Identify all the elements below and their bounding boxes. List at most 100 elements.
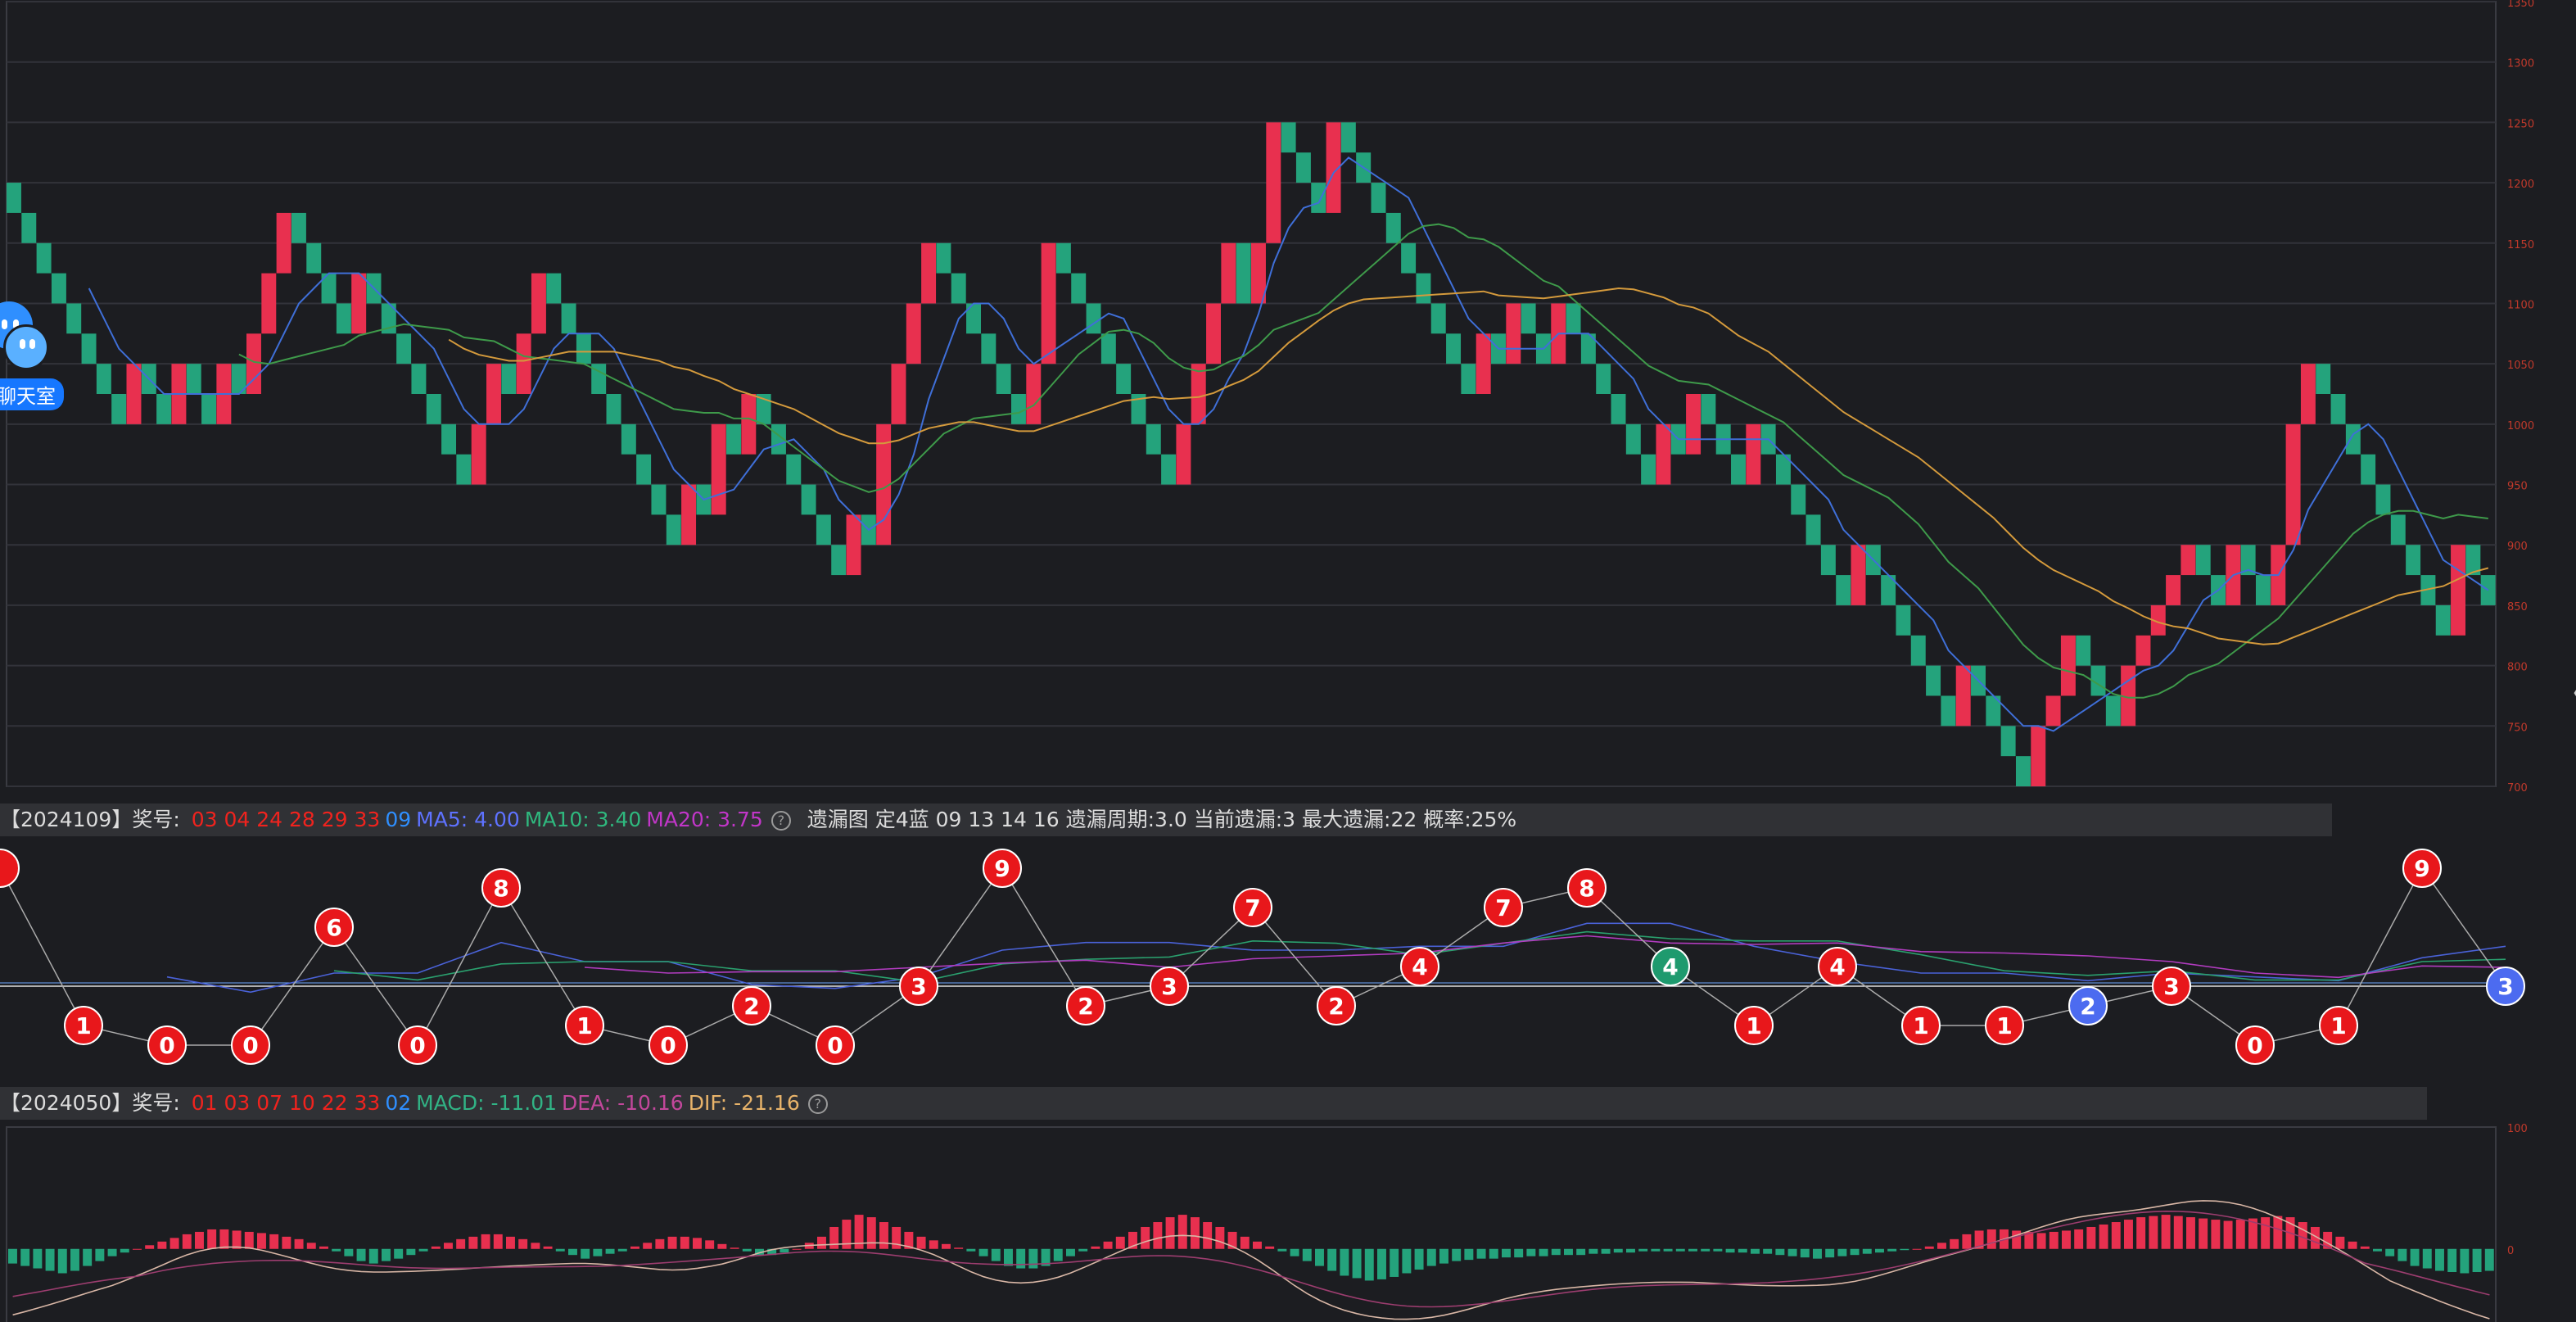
omission-ball-label: 2 xyxy=(1328,993,1344,1020)
renko-brick xyxy=(1580,333,1596,364)
renko-brick xyxy=(1896,604,1911,636)
help-icon[interactable]: ? xyxy=(807,1094,828,1114)
renko-brick xyxy=(2285,423,2301,546)
macd-bar xyxy=(1663,1248,1673,1252)
macd-bar xyxy=(1825,1248,1835,1258)
macd-bar xyxy=(1887,1248,1897,1252)
macd-bar xyxy=(2273,1216,2283,1249)
macd-bar xyxy=(1850,1248,1860,1256)
omission-ball-label: 0 xyxy=(2247,1032,2262,1059)
omission-ball xyxy=(481,868,521,908)
renko-brick xyxy=(1506,303,1521,364)
renko-brick xyxy=(1521,303,1536,334)
help-icon[interactable]: ? xyxy=(771,811,791,831)
macd-bar xyxy=(2385,1248,2395,1256)
macd-bar xyxy=(2472,1248,2482,1273)
macd-bar xyxy=(2447,1248,2457,1273)
macd-bar xyxy=(643,1243,653,1249)
omission-ball-label: 1 xyxy=(2330,1012,2346,1039)
macd-bar xyxy=(1813,1248,1822,1259)
macd-bar xyxy=(879,1222,888,1249)
macd-bar xyxy=(543,1246,553,1249)
macd-bar xyxy=(1364,1248,1374,1281)
omission-ball xyxy=(1818,947,1857,986)
macd-bar xyxy=(1651,1248,1661,1252)
macd-bar xyxy=(1115,1236,1125,1249)
macd-bar xyxy=(1265,1246,1275,1249)
macd-bar xyxy=(1675,1248,1685,1252)
omission-ball xyxy=(565,1006,604,1045)
renko-brick xyxy=(1686,394,1702,455)
macd-bar xyxy=(8,1248,17,1264)
renko-brick xyxy=(156,394,172,424)
renko-brick xyxy=(2121,665,2136,727)
omission-ball-label: 3 xyxy=(1161,973,1177,1000)
renko-brick xyxy=(81,333,97,364)
macd-bar xyxy=(655,1238,665,1249)
renko-brick xyxy=(1100,333,1116,364)
renko-brick xyxy=(786,454,802,485)
renko-brick xyxy=(1131,394,1146,424)
renko-brick xyxy=(1881,575,1896,605)
renko-brick xyxy=(981,333,997,364)
chat-room-icon[interactable] xyxy=(0,297,61,387)
macd-bar xyxy=(1688,1248,1697,1252)
renko-brick xyxy=(2361,454,2376,485)
omission-ball xyxy=(732,986,771,1025)
omission-ball xyxy=(1901,1006,1941,1045)
renko-brick xyxy=(1010,394,1026,424)
macd-bar xyxy=(617,1248,627,1252)
macd-bar xyxy=(83,1248,93,1266)
renko-tick-label: 800 xyxy=(2507,662,2528,674)
macd-bar xyxy=(368,1248,378,1264)
macd-bar xyxy=(866,1217,876,1249)
macd-bar xyxy=(1526,1248,1536,1256)
omission-ball-label: 4 xyxy=(1662,953,1678,980)
renko-brick xyxy=(111,394,127,424)
omission-info: 遗漏图 定4蓝 09 13 14 16 遗漏周期:3.0 当前遗漏:3 最大遗漏… xyxy=(807,808,1517,831)
macd-bar xyxy=(1327,1248,1337,1271)
renko-brick xyxy=(2420,575,2436,605)
macd-bar xyxy=(1091,1246,1100,1249)
renko-brick xyxy=(486,364,501,424)
dif-value: DIF: -21.16 xyxy=(688,1091,800,1115)
macd-bar xyxy=(680,1236,689,1249)
macd-bar xyxy=(1452,1248,1462,1261)
renko-tick-label: 1200 xyxy=(2507,179,2534,191)
renko-tick-label: 950 xyxy=(2507,481,2528,493)
macd-bar xyxy=(2460,1248,2470,1274)
macd-bar xyxy=(1277,1248,1287,1252)
renko-brick xyxy=(2195,545,2211,576)
omission-ball xyxy=(2068,986,2108,1025)
macd-bar xyxy=(1290,1248,1299,1256)
macd-bar xyxy=(2484,1248,2494,1271)
ma5-value: MA5: 4.00 xyxy=(416,808,520,831)
macd-bar xyxy=(1377,1248,1386,1279)
renko-brick xyxy=(2406,545,2421,576)
macd-bar xyxy=(1414,1248,1424,1270)
renko-brick xyxy=(291,212,306,243)
chat-room-button[interactable]: 聊天室 xyxy=(0,378,64,410)
macd-bar xyxy=(2348,1241,2357,1249)
macd-bar xyxy=(57,1248,67,1274)
omission-ball xyxy=(147,1025,187,1065)
collapse-panel-icon[interactable]: 〈 xyxy=(2555,670,2576,719)
renko-brick xyxy=(501,364,517,394)
renko-brick xyxy=(2330,394,2346,424)
renko-tick-label: 1000 xyxy=(2507,420,2534,432)
macd-value: MACD: -11.01 xyxy=(416,1091,558,1115)
macd-bar xyxy=(1912,1248,1922,1250)
renko-brick xyxy=(1191,364,1206,424)
omission-ball xyxy=(2486,967,2525,1006)
macd-bar xyxy=(593,1248,603,1256)
macd-bar xyxy=(1950,1238,1959,1249)
renko-brick xyxy=(2435,604,2451,636)
renko-tick-label: 850 xyxy=(2507,601,2528,613)
macd-bar xyxy=(394,1248,404,1259)
renko-brick xyxy=(2465,545,2481,576)
renko-tick-label: 1250 xyxy=(2507,118,2534,130)
ma-line-short xyxy=(88,156,2489,732)
renko-brick xyxy=(126,364,142,424)
omission-ball xyxy=(649,1025,688,1065)
renko-brick xyxy=(1731,454,1746,485)
